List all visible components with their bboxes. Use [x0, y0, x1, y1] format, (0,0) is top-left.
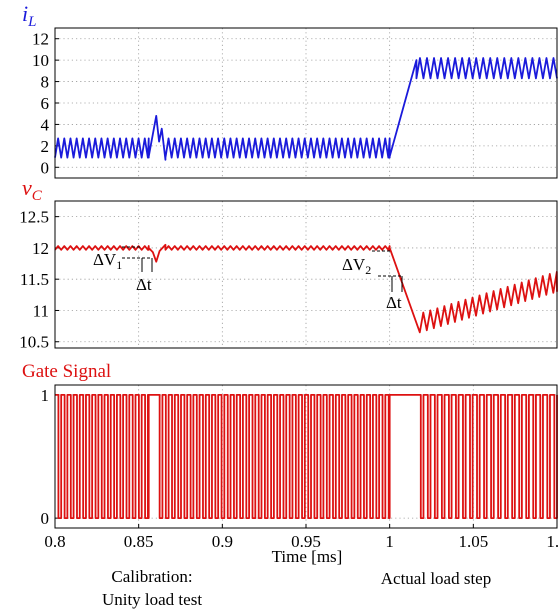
inductor-current-y-ticks: 0 2 4 6 8 10 12 [32, 30, 59, 177]
x-tick-label-6: 1.1 [546, 532, 559, 551]
x-tick-label-4: 1 [385, 532, 394, 551]
x-tick-label-0: 0.8 [44, 532, 65, 551]
delta-v2-label: ΔV2 [342, 255, 371, 277]
inductor-current-y-tick-label-6: 12 [32, 30, 49, 49]
x-axis-label: Time [ms] [272, 547, 343, 566]
delta-t1-label: Δt [136, 275, 152, 294]
delta-v1-label: ΔV1 [93, 250, 122, 272]
inductor-current-y-tick-label-3: 6 [41, 94, 50, 113]
capacitor-voltage-y-tick-label-3: 12 [32, 239, 49, 258]
actual-load-step-caption: Actual load step [381, 569, 491, 588]
x-tick-label-5: 1.05 [458, 532, 488, 551]
capacitor-voltage-panel: vC 10.5 11 11.5 12 12.5 ΔV1 Δt ΔV2 Δt [19, 175, 558, 352]
capacitor-voltage-y-ticks: 10.5 11 11.5 12 12.5 [19, 208, 59, 352]
gate-signal-grid [55, 385, 557, 528]
inductor-current-y-tick-label-1: 2 [41, 137, 50, 156]
inductor-current-title-sub: L [27, 14, 36, 30]
calibration-caption-line2: Unity load test [102, 590, 202, 609]
gate-signal-title: Gate Signal [22, 361, 111, 382]
capacitor-voltage-y-tick-label-1: 11 [33, 301, 49, 320]
x-tick-label-3: 0.95 [291, 532, 321, 551]
x-tick-label-1: 0.85 [124, 532, 154, 551]
capacitor-voltage-y-tick-label-0: 10.5 [19, 333, 49, 352]
inductor-current-title-main: i [22, 1, 28, 26]
x-axis-ticks: 0.8 0.85 0.9 0.95 1 1.05 1.1 [44, 524, 559, 551]
calibration-caption-line1: Calibration: [111, 567, 192, 586]
capacitor-voltage-grid [55, 201, 557, 348]
inductor-current-title: iL [22, 1, 36, 30]
gate-signal-y-ticks: 01 [41, 386, 59, 528]
capacitor-voltage-y-tick-label-4: 12.5 [19, 208, 49, 227]
inductor-current-y-tick-label-4: 8 [41, 73, 50, 92]
gate-signal-y-tick-label-1: 1 [41, 386, 50, 405]
inductor-current-y-tick-label-5: 10 [32, 51, 49, 70]
inductor-current-panel: iL 0 2 4 6 8 10 12 [22, 1, 558, 179]
x-tick-label-2: 0.9 [212, 532, 233, 551]
inductor-current-frame [54, 27, 558, 179]
capacitor-voltage-trace [54, 243, 558, 334]
capacitor-voltage-frame [54, 200, 558, 349]
delta-t2-label: Δt [386, 293, 402, 312]
gate-signal-frame [54, 384, 558, 529]
gate-signal-trace [55, 393, 558, 520]
inductor-current-trace [54, 57, 558, 161]
inductor-current-y-tick-label-0: 0 [41, 158, 50, 177]
capacitor-voltage-y-tick-label-2: 11.5 [20, 270, 49, 289]
inductor-current-y-tick-label-2: 4 [41, 115, 50, 134]
gate-signal-y-tick-label-0: 0 [41, 509, 50, 528]
capacitor-voltage-title-main: v [22, 175, 32, 200]
capacitor-voltage-title: vC [22, 175, 43, 204]
delta-v1-annotation: ΔV1 Δt [93, 246, 153, 294]
capacitor-voltage-title-sub: C [32, 188, 43, 204]
delta-v2-annotation: ΔV2 Δt [342, 250, 403, 312]
